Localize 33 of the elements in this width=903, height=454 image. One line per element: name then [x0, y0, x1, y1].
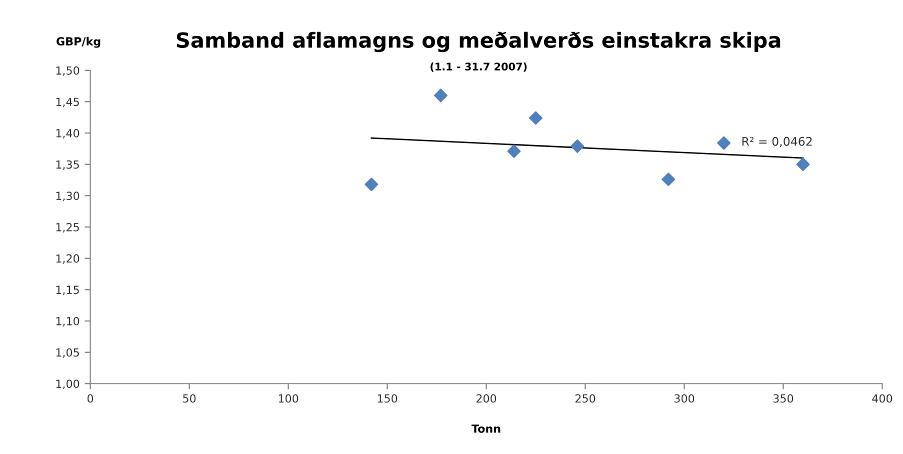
- x-tick-label: 400: [872, 394, 892, 403]
- chart-subtitle: (1.1 - 31.7 2007): [430, 62, 527, 72]
- x-tick-label: 150: [378, 394, 398, 403]
- y-tick-label: 1,10: [56, 316, 80, 326]
- x-tick-label: 350: [773, 394, 794, 403]
- y-tick-label: 1,50: [56, 66, 80, 76]
- chart-title: Samband aflamagns og meðalverðs einstakra skipa: [176, 32, 780, 52]
- y-tick-label: 1,20: [56, 254, 80, 264]
- x-tick-label: 50: [183, 394, 196, 403]
- x-tick-label: 0: [88, 394, 94, 403]
- y-tick-label: 1,30: [56, 192, 80, 202]
- x-tick-label: 300: [674, 394, 694, 403]
- point: [662, 172, 676, 186]
- y-tick-label: 1,00: [56, 380, 80, 390]
- x-tick-label: 100: [278, 394, 298, 403]
- x-tick-label: 200: [476, 394, 496, 403]
- x-axis-title: Tonn: [472, 424, 500, 433]
- y-tick-label: 1,40: [56, 128, 80, 139]
- y-tick-label: 1,05: [56, 348, 79, 358]
- point: [796, 158, 810, 172]
- point: [529, 111, 543, 125]
- point: [507, 144, 521, 158]
- point: [434, 88, 448, 102]
- y-tick-label: 1,35: [56, 160, 79, 170]
- y-tick-label: 1,45: [56, 98, 79, 108]
- point: [570, 139, 584, 153]
- y-tick-label: 1,15: [56, 286, 79, 296]
- y-axis-title: GBP/kg: [56, 36, 100, 48]
- x-tick-label: 250: [575, 394, 596, 403]
- point: [717, 136, 731, 150]
- y-tick-label: 1,25: [56, 222, 79, 233]
- annotation: R² = 0,0462: [742, 136, 812, 148]
- point: [364, 178, 378, 192]
